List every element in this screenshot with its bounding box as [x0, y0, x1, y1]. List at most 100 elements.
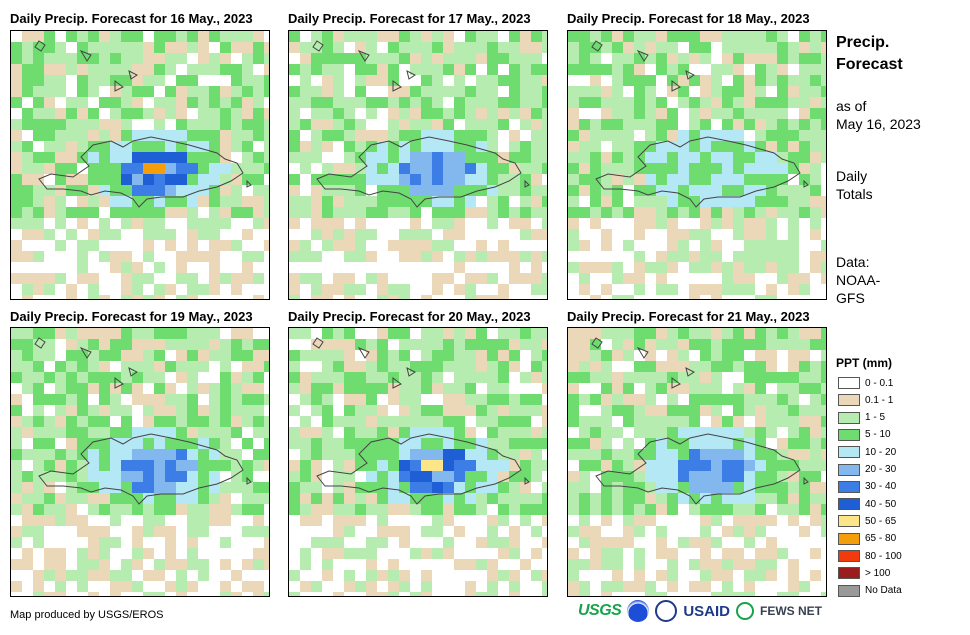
precip-cell	[209, 592, 220, 596]
precip-cell	[311, 427, 322, 438]
precip-cell	[542, 581, 547, 592]
precip-cell	[722, 559, 733, 570]
precip-cell	[755, 207, 766, 218]
precip-cell	[66, 361, 77, 372]
precip-cell	[601, 592, 612, 596]
precip-cell	[542, 152, 547, 163]
precip-cell	[744, 383, 755, 394]
precip-cell	[66, 383, 77, 394]
precip-cell	[322, 196, 333, 207]
precip-cell	[11, 460, 22, 471]
precip-cell	[443, 75, 454, 86]
precip-cell	[656, 504, 667, 515]
precip-cell	[821, 273, 826, 284]
precip-cell	[810, 229, 821, 240]
precip-cell	[242, 383, 253, 394]
precip-cell	[22, 493, 33, 504]
precip-cell	[821, 108, 826, 119]
precip-cell	[11, 152, 22, 163]
precip-cell	[165, 53, 176, 64]
precip-cell	[33, 537, 44, 548]
precip-cell	[55, 493, 66, 504]
precip-cell	[568, 328, 579, 339]
map-panel-5[interactable]	[288, 327, 548, 597]
precip-cell	[242, 130, 253, 141]
precip-cell	[568, 559, 579, 570]
precip-cell	[476, 504, 487, 515]
precip-cell	[11, 240, 22, 251]
precip-cell	[744, 64, 755, 75]
precip-cell	[99, 295, 110, 299]
precip-cell	[44, 218, 55, 229]
precip-cell	[289, 31, 300, 42]
precip-cell	[777, 86, 788, 97]
precip-cell	[700, 53, 711, 64]
precip-cell	[612, 416, 623, 427]
precip-cell	[410, 229, 421, 240]
precip-cell	[542, 218, 547, 229]
precip-cell	[289, 416, 300, 427]
precip-cell	[289, 284, 300, 295]
precip-cell	[132, 548, 143, 559]
map-panel-2[interactable]	[288, 30, 548, 300]
precip-cell	[88, 581, 99, 592]
precip-cell	[311, 207, 322, 218]
precip-cell	[454, 515, 465, 526]
precip-cell	[121, 537, 132, 548]
precip-cell	[300, 559, 311, 570]
precip-cell	[220, 515, 231, 526]
precip-cell	[344, 405, 355, 416]
precip-cell	[568, 460, 579, 471]
precip-cell	[300, 427, 311, 438]
precip-cell	[454, 196, 465, 207]
map-panel-4[interactable]	[10, 327, 270, 597]
precip-cell	[509, 570, 520, 581]
map-panel-6[interactable]	[567, 327, 827, 597]
precip-cell	[388, 251, 399, 262]
precip-cell	[33, 493, 44, 504]
precip-cell	[634, 339, 645, 350]
precip-cell	[366, 438, 377, 449]
precip-cell	[623, 141, 634, 152]
precip-cell	[88, 152, 99, 163]
precip-cell	[410, 482, 421, 493]
precip-cell	[520, 119, 531, 130]
panel-title-6: Daily Precip. Forecast for 21 May., 2023	[567, 309, 810, 324]
precip-cell	[55, 460, 66, 471]
precip-cell	[777, 284, 788, 295]
precip-cell	[788, 295, 799, 299]
precip-cell	[689, 482, 700, 493]
precip-cell	[410, 53, 421, 64]
precip-cell	[176, 482, 187, 493]
precip-cell	[187, 284, 198, 295]
precip-cell	[645, 394, 656, 405]
precip-cell	[810, 97, 821, 108]
precip-cell	[700, 383, 711, 394]
precip-cell	[476, 383, 487, 394]
precip-cell	[590, 229, 601, 240]
precip-cell	[711, 273, 722, 284]
precip-cell	[755, 537, 766, 548]
precip-cell	[253, 493, 264, 504]
precip-cell	[99, 207, 110, 218]
precip-cell	[465, 581, 476, 592]
precip-cell	[777, 53, 788, 64]
as-of-label: as of	[836, 98, 867, 114]
precip-cell	[410, 504, 421, 515]
precip-cell	[143, 119, 154, 130]
precip-cell	[99, 471, 110, 482]
map-panel-3[interactable]	[567, 30, 827, 300]
precip-cell	[44, 537, 55, 548]
precip-cell	[810, 570, 821, 581]
precip-cell	[355, 240, 366, 251]
precip-cell	[531, 328, 542, 339]
usaid-seal-icon	[655, 600, 678, 622]
precip-cell	[667, 416, 678, 427]
precip-cell	[322, 53, 333, 64]
precip-cell	[722, 350, 733, 361]
map-panel-1[interactable]	[10, 30, 270, 300]
precip-cell	[476, 108, 487, 119]
precip-cell	[689, 185, 700, 196]
precip-cell	[421, 383, 432, 394]
precip-cell	[810, 152, 821, 163]
